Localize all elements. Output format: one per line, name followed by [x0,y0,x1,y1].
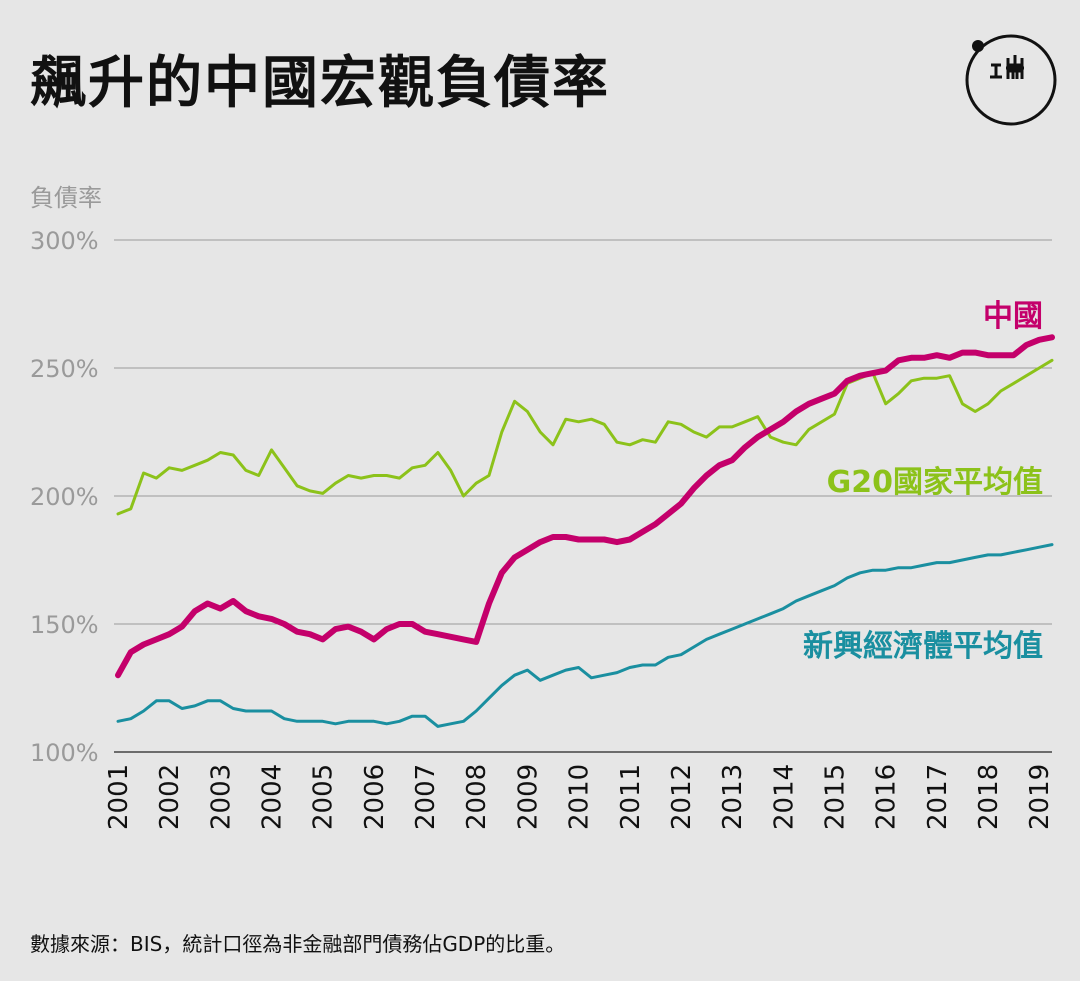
source-note: 數據來源：BIS，統計口徑為非金融部門債務佔GDP的比重。 [30,932,566,956]
series-label-g20: G20國家平均值 [827,465,1043,500]
logo-glyph [990,55,1024,79]
series-line-1 [116,358,1054,516]
grid-lines [114,239,1052,753]
x-tick-label: 2018 [974,764,1004,830]
x-tick-label: 2012 [667,764,697,830]
y-tick-label: 150% [30,611,99,639]
x-tick-label: 2014 [769,764,799,830]
series-lines [115,334,1055,728]
x-tick-label: 2005 [309,764,339,830]
x-tick-label: 2007 [411,764,441,830]
x-tick-label: 2006 [360,764,390,830]
series-line-0 [115,334,1055,679]
x-tick-label: 2002 [155,764,185,830]
x-tick-label: 2019 [1025,764,1055,830]
x-tick-labels: 2001 2002 2003 2004 2005 2006 2007 2008 2009 2010… [104,764,1055,830]
series-line-2 [116,543,1054,728]
initium-logo [965,34,1057,126]
logo-circle [965,34,1057,126]
y-tick-label: 100% [30,739,99,767]
logo-dot [972,40,984,52]
x-tick-label: 2003 [206,764,236,830]
series-label-china: 中國 [983,299,1043,334]
x-tick-label: 2004 [258,764,288,830]
line-chart: 100%150%200%250%300% 2001 2002 2003 2004 200… [30,184,1055,830]
chart-title: 飆升的中國宏觀負債率 [30,51,610,116]
y-axis-label: 負債率 [30,184,102,212]
y-tick-labels: 100% 150% 200% 250% 300% [30,227,99,767]
x-tick-label: 2016 [872,764,902,830]
x-tick-label: 2017 [923,764,953,830]
x-tick-label: 2011 [616,764,646,830]
y-tick-label: 200% [30,483,99,511]
x-tick-label: 2015 [820,764,850,830]
x-tick-label: 2009 [513,764,543,830]
y-tick-label: 300% [30,227,99,255]
x-tick-label: 2001 [104,764,134,830]
y-tick-label: 250% [30,355,99,383]
series-label-emerging: 新興經濟體平均值 [803,629,1043,664]
x-tick-label: 2008 [462,764,492,830]
x-tick-label: 2010 [565,764,595,830]
x-tick-label: 2013 [718,764,748,830]
